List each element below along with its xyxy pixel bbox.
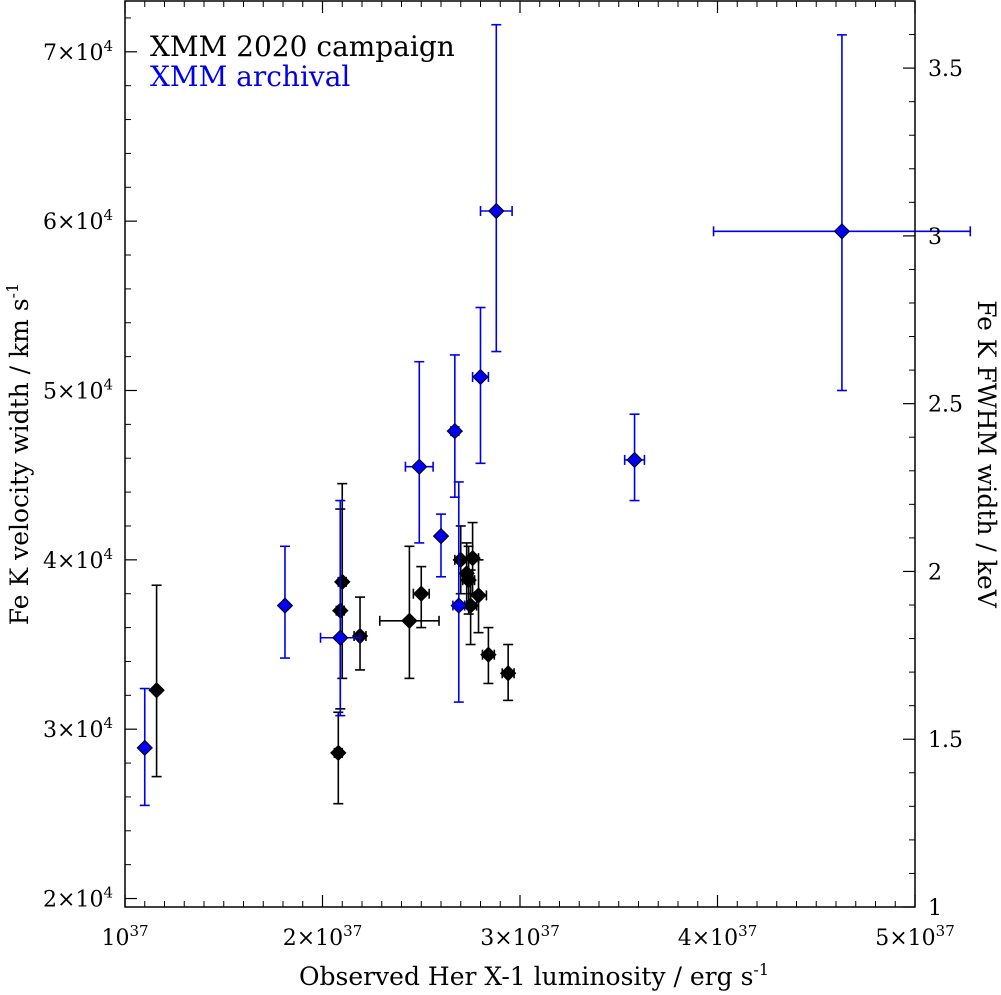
data-point <box>413 585 430 602</box>
x-tick-label: 3×1037 <box>480 922 560 951</box>
y-tick-label: 2×104 <box>43 884 113 913</box>
x-tick-label: 1037 <box>101 922 148 951</box>
y-tick-label: 6×104 <box>43 206 113 235</box>
data-point <box>148 682 165 699</box>
y-right-tick-label: 1.5 <box>928 728 963 753</box>
y-right-tick-label: 2 <box>928 560 942 585</box>
y-right-tick-label: 3 <box>928 225 942 250</box>
data-point <box>276 597 294 614</box>
data-point <box>626 451 643 469</box>
data-point <box>499 665 517 682</box>
plot-frame <box>124 0 916 908</box>
legend: XMM 2020 campaign XMM archival <box>150 30 455 93</box>
y-tick-label: 5×104 <box>43 375 113 404</box>
y-axis-label-right: Fe K FWHM width / keV <box>972 300 1001 609</box>
axis-ticks <box>124 1 916 908</box>
y-right-tick-label: 1 <box>928 896 942 921</box>
x-tick-label: 5×1037 <box>875 922 955 951</box>
legend-entry-xmm-2020-campaign: XMM 2020 campaign <box>150 30 455 63</box>
data-point <box>332 629 349 646</box>
data-point <box>472 368 489 386</box>
data-point <box>833 223 851 240</box>
data-point <box>488 202 505 220</box>
data-point <box>432 527 450 545</box>
data-point <box>136 739 153 757</box>
data-point <box>401 612 418 630</box>
data-point <box>470 587 487 604</box>
data-point <box>480 646 497 663</box>
x-tick-label: 2×1037 <box>283 922 363 951</box>
data-point <box>411 458 428 475</box>
tick-labels: 1037 2×1037 3×1037 4×1037 5×1037 2×104 3×104 4×… <box>43 37 963 951</box>
data-point <box>446 422 464 440</box>
data-point <box>334 573 351 591</box>
y-tick-label: 3×104 <box>43 714 113 743</box>
y-tick-label: 7×104 <box>43 37 113 66</box>
data-point <box>462 597 479 614</box>
data-point <box>464 549 481 567</box>
x-tick-label: 4×1037 <box>678 922 758 951</box>
series-xmm-2020-campaign <box>148 482 517 805</box>
y-tick-label: 4×104 <box>43 545 113 574</box>
x-axis-label: Observed Her X-1 luminosity / erg s-1 <box>299 960 769 991</box>
data-point <box>450 597 467 614</box>
y-right-tick-label: 2.5 <box>928 393 963 418</box>
data-series <box>136 23 972 807</box>
y-axis-label: Fe K velocity width / km s-1 <box>3 283 34 626</box>
y-right-tick-label: 3.5 <box>928 57 963 82</box>
data-point <box>330 744 347 762</box>
series-xmm-archival <box>136 23 972 807</box>
legend-entry-xmm-archival: XMM archival <box>150 60 350 93</box>
